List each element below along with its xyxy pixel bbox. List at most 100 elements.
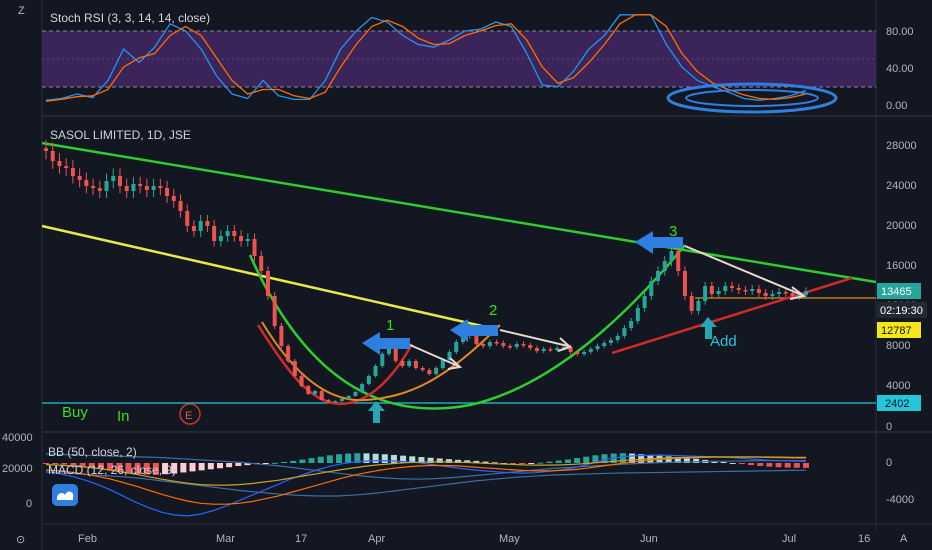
candle-body [447, 352, 452, 360]
candle-body [508, 346, 513, 348]
white-arrow-1 [409, 344, 459, 367]
candle-body [662, 261, 667, 271]
macd-hist-bar [281, 461, 288, 463]
candle-body [481, 344, 486, 346]
macd-hist-bar [793, 463, 800, 468]
macd-hist-bar [61, 463, 68, 465]
macd-hist-bar [271, 462, 278, 464]
macd-hist-bar [464, 460, 471, 463]
macd-hist-bar [372, 453, 379, 463]
red-support-line[interactable] [611, 276, 853, 355]
candle-body [487, 342, 492, 346]
macd-lines [45, 453, 807, 517]
candle-body [232, 231, 237, 236]
price-tick-20000: 20000 [886, 220, 917, 232]
candle-body [555, 348, 560, 350]
candle-body [656, 271, 661, 281]
macd-hist-bar [574, 458, 581, 463]
price-pane[interactable]: SASOL LIMITED, 1D, JSE 28000 24000 20000… [41, 128, 927, 433]
cyan-level-label: 2402 [885, 398, 909, 410]
macd-hist-bar [189, 463, 196, 472]
axis-auto-toggle[interactable]: A [900, 533, 908, 545]
candle-body [649, 281, 654, 296]
macd-hist-bar [52, 463, 59, 464]
candle-body [602, 343, 607, 346]
candle-body [360, 384, 365, 392]
candle-body [400, 361, 405, 366]
macd-hist-bar [418, 457, 425, 463]
candle-body [279, 326, 284, 346]
candle-body [588, 349, 593, 352]
macd-hist-bar [88, 463, 95, 468]
macd-hist-bar [317, 456, 324, 463]
rail-top-glyph[interactable]: Z [18, 5, 25, 17]
macd-hist-bar [519, 463, 526, 465]
rail-bottom-glyph[interactable]: ⊙ [16, 534, 25, 546]
candle-body [750, 289, 755, 291]
time-label-jul: Jul [782, 533, 796, 545]
time-label-jun: Jun [640, 533, 658, 545]
stoch-rsi-pane[interactable]: Stoch RSI (3, 3, 14, 14, close) 80.00 40… [42, 11, 914, 114]
rsi-highlight-ellipse-inner [685, 89, 819, 107]
macd-hist-bar [345, 453, 352, 463]
macd-left-tick-20000: 20000 [2, 463, 33, 475]
candle-body [407, 361, 412, 366]
macd-title: MACD (12, 26, close, 9) [48, 463, 176, 477]
candle-body [171, 196, 176, 201]
left-rail [0, 0, 42, 550]
macd-pane[interactable]: BB (50, close, 2) MACD (12, 26, close, 9… [2, 432, 914, 517]
candle-body [292, 361, 297, 376]
candle-body [635, 308, 640, 321]
macd-hist-bar [262, 463, 269, 464]
macd-hist-bar [674, 457, 681, 463]
rsi-title: Stoch RSI (3, 3, 14, 14, close) [50, 11, 210, 25]
macd-hist-bar [546, 461, 553, 463]
candle-body [313, 391, 318, 394]
macd-hist-bar [226, 463, 233, 468]
macd-hist-bar [693, 458, 700, 463]
macd-hist-bar [537, 462, 544, 464]
candle-body [306, 386, 311, 394]
macd-left-tick-40000: 40000 [2, 432, 33, 444]
time-axis[interactable]: Feb Mar 17 Apr May Jun Jul 16 A [78, 533, 908, 545]
candle-body [777, 292, 782, 294]
candle-body [534, 348, 539, 351]
annotation-3: 3 [669, 223, 677, 240]
cloud-icon [56, 491, 74, 500]
candle-body [575, 352, 580, 354]
candle-body [138, 184, 143, 186]
countdown-label: 02:19:30 [880, 305, 923, 317]
candle-body [676, 251, 681, 271]
macd-hist-bar [409, 456, 416, 463]
blue-arrow-2 [450, 319, 498, 342]
candle-body [326, 400, 331, 402]
yellow-trend-line[interactable] [41, 224, 483, 328]
macd-hist-bar [152, 463, 159, 475]
green-downtrend-line[interactable] [41, 141, 877, 284]
candle-body [790, 293, 795, 296]
candle-body [736, 288, 741, 290]
candle-body [111, 176, 116, 181]
last-price-label: 13465 [881, 286, 912, 298]
macd-hist-bar [354, 453, 361, 463]
countdown-badge [877, 302, 927, 318]
cyan-add-arrow [700, 317, 717, 339]
red-cup-curve[interactable] [256, 324, 414, 406]
white-arrows [409, 245, 807, 370]
earnings-marker-label: E [185, 410, 192, 422]
macd-hist-bar [436, 458, 443, 463]
green-cup-curve[interactable] [248, 244, 686, 410]
candle-body [131, 184, 136, 191]
candle-body [413, 361, 418, 368]
earnings-marker[interactable] [179, 403, 201, 425]
candle-body [460, 336, 465, 342]
time-label-mar: Mar [216, 533, 235, 545]
macd-hist-bar [299, 459, 306, 463]
candle-body [265, 271, 270, 296]
macd-hist-bar [445, 459, 452, 463]
candle-body [104, 181, 109, 191]
macd-right-tick-0: 0 [886, 457, 892, 469]
candle-body [252, 239, 257, 256]
candle-body [709, 286, 714, 294]
